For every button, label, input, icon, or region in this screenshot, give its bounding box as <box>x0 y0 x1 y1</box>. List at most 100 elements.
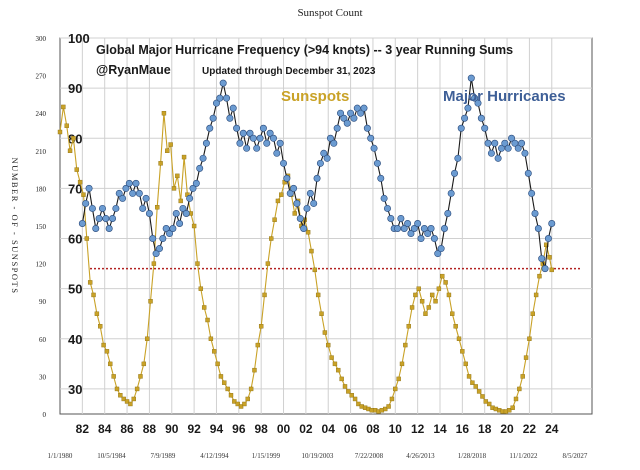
data-point <box>246 129 254 137</box>
data-point <box>524 169 532 177</box>
year-tick-label: 00 <box>277 422 291 436</box>
year-tick-label: 82 <box>76 422 90 436</box>
right-tick-label: 40 <box>68 332 82 347</box>
data-point <box>319 311 324 316</box>
data-point <box>216 94 224 102</box>
data-point <box>189 184 197 192</box>
data-point <box>124 399 130 404</box>
data-point <box>521 149 529 157</box>
data-point <box>393 386 398 392</box>
year-tick-label: 16 <box>456 422 470 436</box>
data-point <box>290 184 298 192</box>
data-point <box>88 204 96 212</box>
data-point <box>132 179 140 187</box>
data-point <box>131 396 136 402</box>
data-point <box>400 225 408 233</box>
data-point <box>329 355 334 360</box>
data-point <box>349 393 354 398</box>
data-point <box>508 134 516 142</box>
data-point <box>444 209 452 217</box>
data-point <box>82 199 90 207</box>
data-point <box>155 245 163 253</box>
data-point <box>181 154 187 160</box>
year-tick-label: 20 <box>500 422 514 436</box>
data-point <box>309 248 314 254</box>
data-point <box>326 134 334 142</box>
data-point <box>175 173 180 179</box>
data-point <box>549 267 554 273</box>
year-tick-label: 14 <box>433 422 447 436</box>
data-point <box>228 393 234 398</box>
data-point <box>466 374 472 379</box>
data-point <box>232 399 237 404</box>
left-tick-label: 210 <box>36 148 47 156</box>
right-tick-label: 100 <box>68 31 90 46</box>
data-point <box>377 174 385 182</box>
data-point <box>305 230 311 235</box>
date-axis-ticks: 1/1/1980 10/5/1984 7/9/1989 4/12/1994 1/15/1… <box>48 452 588 460</box>
data-point <box>195 261 200 266</box>
data-point <box>537 273 542 279</box>
data-point <box>363 124 371 132</box>
data-point <box>322 330 328 335</box>
data-point <box>87 280 93 285</box>
data-point <box>255 342 261 348</box>
year-tick-label: 08 <box>366 422 380 436</box>
data-point <box>406 324 411 329</box>
data-point <box>111 374 116 379</box>
data-point <box>279 192 284 197</box>
data-point <box>252 367 257 373</box>
year-tick-label: 04 <box>322 422 336 436</box>
data-point <box>134 386 140 392</box>
data-point <box>454 154 462 162</box>
data-point <box>256 134 264 142</box>
data-point <box>340 114 348 122</box>
year-tick-label: 22 <box>523 422 537 436</box>
data-point <box>470 380 475 385</box>
data-point <box>128 401 133 407</box>
date-tick-label: 7/9/1989 <box>151 452 176 460</box>
data-point <box>182 209 190 217</box>
data-point <box>333 124 341 132</box>
year-tick-label: 94 <box>210 422 224 436</box>
data-point <box>360 104 368 112</box>
data-point <box>434 250 442 258</box>
data-point <box>262 292 267 298</box>
data-point <box>283 174 291 182</box>
date-tick-label: 10/5/1984 <box>97 452 126 460</box>
data-point <box>534 225 542 233</box>
data-point <box>443 280 448 285</box>
year-tick-label: 10 <box>389 422 403 436</box>
data-point <box>186 194 194 202</box>
year-tick-label: 88 <box>143 422 157 436</box>
data-point <box>548 219 556 227</box>
data-point <box>192 179 200 187</box>
data-point <box>95 214 103 222</box>
data-point <box>429 292 435 298</box>
data-point <box>313 174 321 182</box>
data-point <box>151 261 157 266</box>
data-point <box>293 199 301 207</box>
data-point <box>467 74 475 82</box>
data-point <box>61 104 66 110</box>
date-tick-label: 7/22/2008 <box>355 452 384 460</box>
data-point <box>424 230 432 238</box>
data-point <box>437 245 445 253</box>
data-point <box>410 225 418 233</box>
data-point <box>538 255 546 263</box>
data-point <box>104 349 110 354</box>
data-point <box>370 144 378 152</box>
data-point <box>239 129 247 137</box>
data-point <box>487 149 495 157</box>
data-point <box>118 393 123 398</box>
data-point <box>310 199 318 207</box>
data-point <box>276 139 284 147</box>
data-point <box>172 209 180 217</box>
data-point <box>300 225 308 233</box>
year-tick-label: 18 <box>478 422 492 436</box>
data-point <box>161 110 167 116</box>
data-point <box>218 374 224 379</box>
right-tick-label: 70 <box>68 181 82 196</box>
data-point <box>306 189 314 197</box>
data-point <box>342 384 348 389</box>
